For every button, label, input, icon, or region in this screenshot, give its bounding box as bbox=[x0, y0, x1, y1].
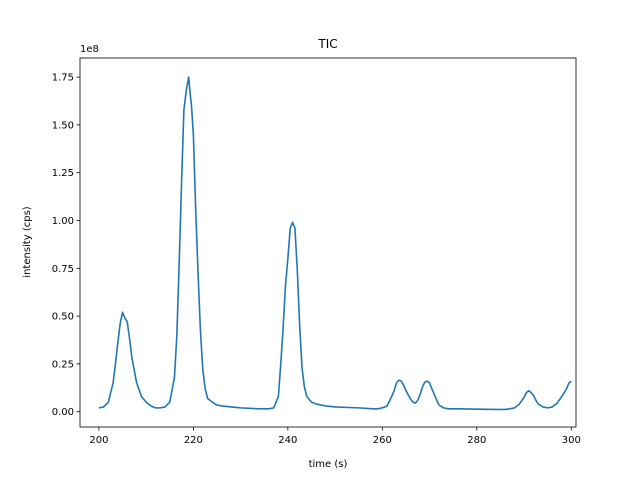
y-tick-label: 1.75 bbox=[52, 73, 74, 84]
x-axis-ticks: 200 220 240 260 280 300 bbox=[89, 427, 581, 446]
chart-title: TIC bbox=[317, 37, 337, 51]
x-tick-label: 240 bbox=[278, 435, 297, 446]
x-tick-label: 300 bbox=[562, 435, 581, 446]
y-offset-label: 1e8 bbox=[80, 44, 99, 55]
y-tick-label: 0.00 bbox=[52, 407, 74, 418]
x-tick-label: 220 bbox=[184, 435, 203, 446]
y-tick-label: 0.50 bbox=[52, 312, 74, 323]
series-line bbox=[98, 76, 572, 411]
y-tick-label: 1.25 bbox=[52, 168, 74, 179]
x-tick-label: 260 bbox=[373, 435, 392, 446]
y-axis-label: intensity (cps) bbox=[22, 206, 33, 277]
axes-frame bbox=[79, 57, 577, 428]
y-tick-label: 0.25 bbox=[52, 359, 74, 370]
y-axis-ticks: 0.00 0.25 0.50 0.75 1.00 1.25 1.50 1.75 bbox=[52, 73, 80, 418]
y-tick-label: 0.75 bbox=[52, 264, 74, 275]
y-tick-label: 1.00 bbox=[52, 216, 74, 227]
x-tick-label: 280 bbox=[467, 435, 486, 446]
y-tick-label: 1.50 bbox=[52, 120, 74, 131]
x-axis-label: time (s) bbox=[309, 459, 348, 470]
x-tick-label: 200 bbox=[89, 435, 108, 446]
